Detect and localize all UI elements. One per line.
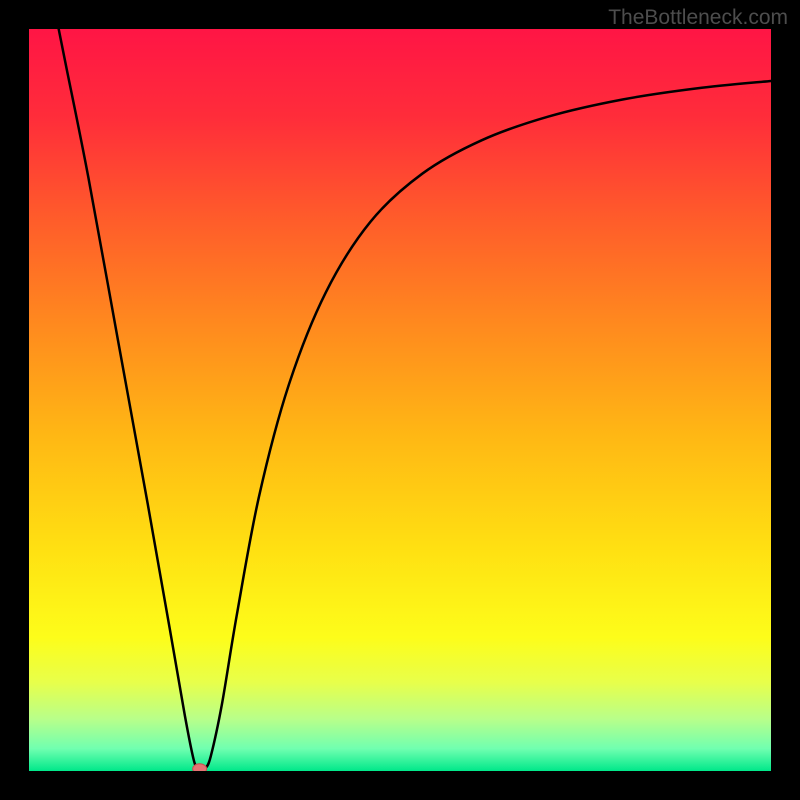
watermark: TheBottleneck.com [608, 6, 788, 30]
gradient-background [29, 29, 771, 771]
plot-area [29, 29, 771, 771]
